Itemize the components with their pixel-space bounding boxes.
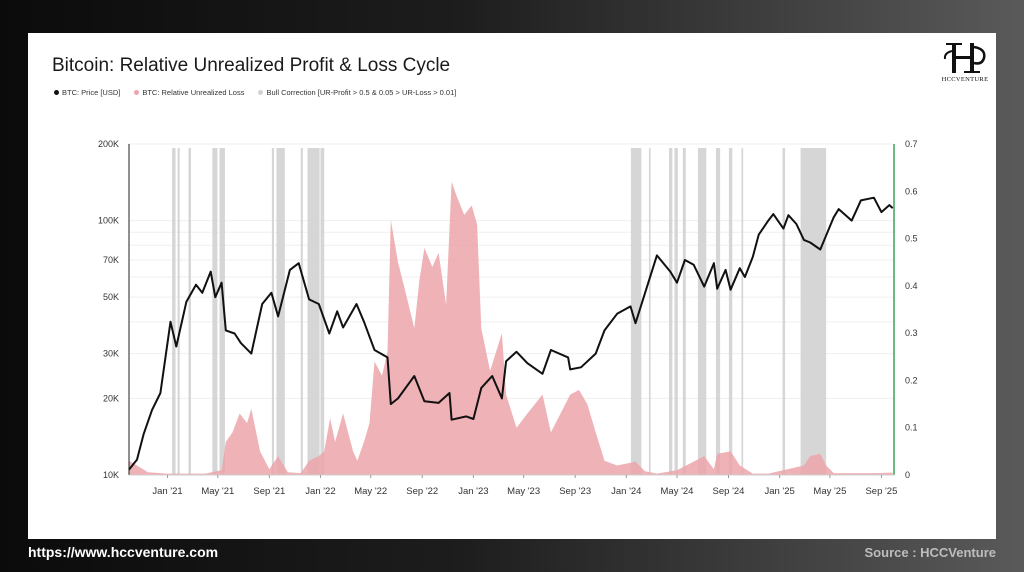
logo-text: HCCVENTURE: [941, 76, 989, 83]
bull-correction-band: [728, 148, 733, 475]
x-tick-label: Sep '23: [559, 486, 591, 497]
x-tick-label: May '21: [201, 486, 234, 497]
y-right-tick-label: 0.1: [905, 423, 918, 433]
y-right-tick-label: 0.3: [905, 328, 918, 338]
x-tick-label: May '23: [507, 486, 540, 497]
legend-item-correction[interactable]: Bull Correction [UR-Profit > 0.5 & 0.05 …: [258, 88, 456, 97]
chart-svg: 10K 20K 30K 50K 70K 100K 200K 0 0.1 0.2 0.3 0.4 0.5 0…: [98, 139, 918, 497]
legend-label-correction: Bull Correction [UR-Profit > 0.5 & 0.05 …: [266, 88, 457, 97]
y-left-tick-label: 200K: [98, 139, 119, 149]
x-tick-label: Jan '23: [458, 486, 488, 497]
chart-title: Bitcoin: Relative Unrealized Profit & Lo…: [52, 55, 451, 76]
bull-correction-band: [276, 148, 285, 475]
y-left-tick-label: 10K: [103, 470, 119, 480]
bull-correction-band: [674, 148, 678, 475]
series-area-relative-unrealized-loss: [129, 181, 893, 476]
legend-item-price[interactable]: BTC: Price [USD]: [54, 88, 120, 97]
y-right-tick-label: 0: [905, 470, 910, 480]
bull-correction-band: [307, 148, 320, 475]
x-tick-label: Jan '24: [611, 486, 641, 497]
y-left-tick-label: 50K: [103, 292, 119, 302]
bull-correction-band: [271, 148, 274, 475]
chart-card: Bitcoin: Relative Unrealized Profit & Lo…: [28, 33, 996, 539]
bull-correction-band: [630, 148, 642, 475]
y-left-tick-label: 20K: [103, 393, 119, 403]
x-tick-label: Sep '25: [865, 486, 897, 497]
y-right-tick-label: 0.5: [905, 234, 918, 244]
y-left-tick-label: 70K: [103, 255, 119, 265]
x-tick-label: Jan '21: [152, 486, 182, 497]
y-right-tick-label: 0.4: [905, 281, 918, 291]
hccventure-logo-icon: [943, 43, 986, 73]
chart-legend: BTC: Price [USD] BTC: Relative Unrealize…: [54, 88, 456, 97]
bull-correction-band: [800, 148, 827, 475]
bull-correction-band: [177, 148, 180, 475]
legend-item-loss[interactable]: BTC: Relative Unrealized Loss: [134, 88, 244, 97]
x-tick-label: May '24: [661, 486, 694, 497]
series-line-btc-price: [128, 196, 894, 471]
bull-correction-band: [188, 148, 192, 475]
y-right-tick-label: 0.2: [905, 375, 918, 385]
bull-correction-band: [715, 148, 721, 475]
y-left-tick-label: 30K: [103, 349, 119, 359]
x-tick-label: Jan '25: [764, 486, 794, 497]
bull-correction-band: [669, 148, 673, 475]
x-tick-label: Sep '21: [253, 486, 285, 497]
bull-correction-band: [697, 148, 707, 475]
x-tick-label: Sep '22: [406, 486, 438, 497]
x-tick-label: Jan '22: [305, 486, 335, 497]
legend-dot-correction: [258, 90, 264, 95]
bull-correction-band: [172, 148, 176, 475]
x-tick-label: May '25: [813, 486, 846, 497]
source-label: Source : HCCVenture: [864, 545, 996, 560]
bull-correction-band: [300, 148, 303, 475]
y-right-tick-label: 0.7: [905, 139, 918, 149]
bull-correction-band: [682, 148, 686, 475]
legend-dot-price: [54, 90, 59, 95]
x-tick-label: Sep '24: [713, 486, 745, 497]
y-right-tick-label: 0.6: [905, 186, 918, 196]
legend-dot-loss: [134, 90, 140, 95]
y-left-tick-label: 100K: [98, 216, 119, 226]
legend-label-price: BTC: Price [USD]: [62, 88, 121, 97]
bull-correction-band: [741, 148, 744, 475]
bull-correction-band: [648, 148, 651, 475]
bull-correction-band: [212, 148, 218, 475]
bull-correction-band: [219, 148, 225, 475]
bull-correction-band: [782, 148, 786, 475]
website-link[interactable]: https://www.hccventure.com: [28, 544, 219, 560]
legend-label-loss: BTC: Relative Unrealized Loss: [142, 88, 245, 97]
x-tick-label: May '22: [354, 486, 387, 497]
hccventure-logo: HCCVENTURE: [940, 41, 990, 85]
